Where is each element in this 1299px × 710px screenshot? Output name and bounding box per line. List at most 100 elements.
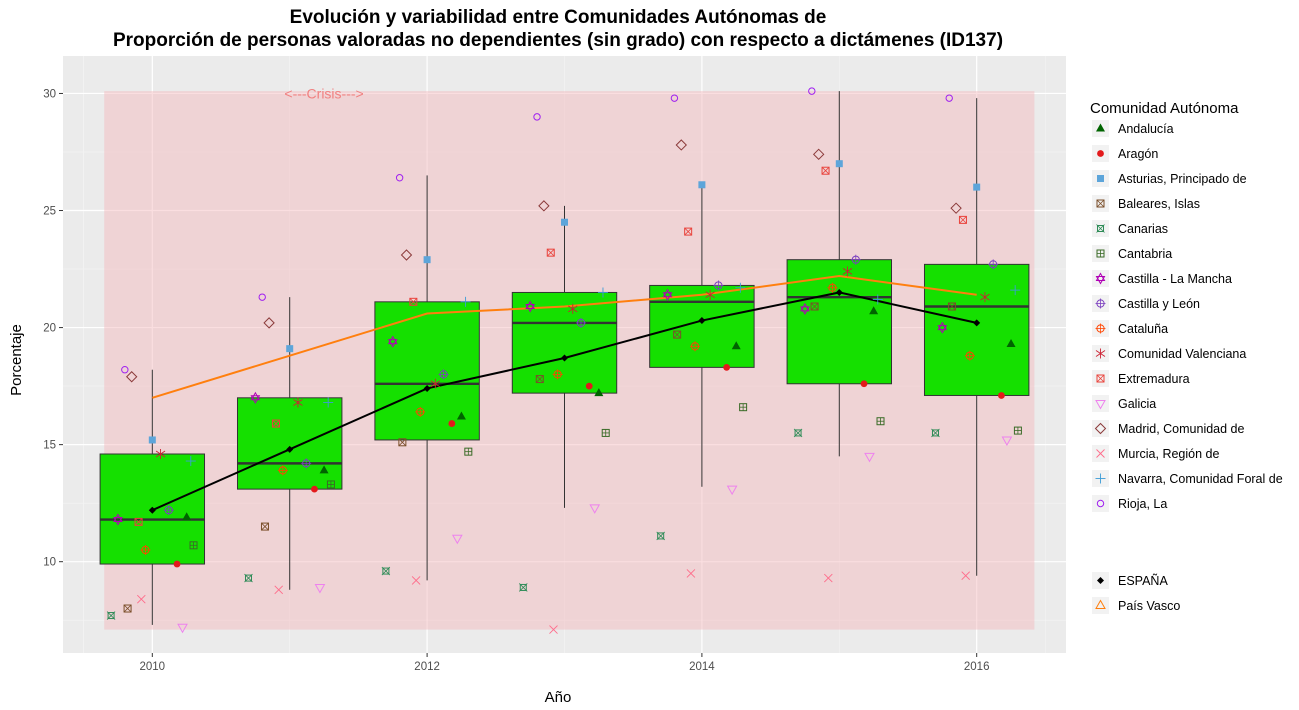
legend-label: Rioja, La — [1118, 497, 1167, 511]
box-rect — [786, 259, 893, 385]
point-arag-n — [998, 392, 1005, 399]
point-castilla-y-le-n — [575, 317, 586, 328]
point-madrid-comunidad-de — [400, 249, 413, 261]
point-extremadura — [134, 517, 143, 526]
legend-key — [1092, 420, 1109, 437]
x-tick-label: 2010 — [140, 661, 166, 673]
x-tick-label: 2014 — [689, 661, 715, 673]
point-comunidad-valenciana — [705, 289, 715, 300]
point-cantabria — [1013, 426, 1022, 435]
point-cantabria — [876, 417, 885, 426]
point-murcia-regi-n-de — [686, 569, 696, 578]
point-canarias — [244, 573, 253, 583]
point-andaluc-a — [319, 465, 329, 474]
point-arag-n — [860, 380, 868, 388]
point-espana — [561, 354, 568, 362]
point-baleares-islas — [673, 330, 682, 339]
point-espana — [423, 384, 431, 392]
point-andaluc-a — [182, 512, 192, 521]
chart-title-line1: Evolución y variabilidad entre Comunidad… — [290, 7, 827, 28]
point-catalu-a — [690, 341, 701, 352]
point-catalu-a — [827, 282, 838, 293]
point-extremadura — [409, 297, 418, 306]
point-comunidad-valenciana — [567, 303, 578, 314]
point-rioja-la — [670, 94, 679, 102]
point-arag-n — [723, 363, 731, 371]
legend-symbol — [1097, 577, 1104, 584]
point-andaluc-a — [594, 388, 604, 397]
point-canarias — [106, 611, 116, 620]
point-navarra-comunidad-foral-de — [460, 296, 471, 307]
legend-item: Andalucía — [1092, 120, 1174, 137]
point-castilla-la-mancha — [113, 513, 123, 526]
point-navarra-comunidad-foral-de — [323, 397, 334, 408]
legend-symbol — [1096, 123, 1105, 132]
chart-title-line2: Proporción de personas valoradas no depe… — [113, 30, 1003, 51]
point-cantabria — [739, 403, 748, 412]
point-canarias — [656, 531, 665, 541]
legend-symbol — [1097, 150, 1104, 157]
legend-symbol — [1095, 473, 1106, 484]
point-comunidad-valenciana — [293, 397, 303, 408]
point-cantabria — [601, 428, 610, 437]
legend-label: Galicia — [1118, 397, 1156, 411]
legend-label: Castilla - La Mancha — [1118, 272, 1232, 286]
legend-label: Murcia, Región de — [1118, 447, 1219, 461]
point-extremadura — [958, 215, 967, 224]
point-rioja-la — [533, 113, 541, 121]
point-murcia-regi-n-de — [136, 594, 146, 604]
point-rioja-la — [808, 87, 816, 95]
point-espana — [698, 317, 706, 325]
point-castilla-la-mancha — [662, 288, 673, 301]
y-tick-label: 25 — [43, 206, 56, 218]
point-asturias-principado-de — [148, 436, 156, 444]
legend-symbol — [1094, 422, 1107, 435]
legend-label: Extremadura — [1118, 372, 1190, 386]
legend-label: Canarias — [1118, 222, 1168, 236]
legend-symbol — [1096, 449, 1105, 458]
legend-label: Baleares, Islas — [1118, 197, 1200, 211]
legend-label: Castilla y León — [1118, 297, 1200, 311]
legend-item: Cataluña — [1092, 320, 1168, 337]
point-castilla-y-le-n — [438, 369, 449, 380]
legend-item: Baleares, Islas — [1092, 195, 1200, 212]
legend-symbol — [1095, 348, 1106, 359]
point-navarra-comunidad-foral-de — [735, 282, 746, 293]
box-rect — [236, 397, 343, 490]
legend-label: Comunidad Valenciana — [1118, 347, 1246, 361]
point-castilla-la-mancha — [937, 321, 948, 334]
point-cantabria — [464, 447, 473, 456]
legend-symbol — [1096, 249, 1105, 258]
point-canarias — [518, 583, 528, 592]
point-madrid-comunidad-de — [263, 317, 275, 329]
point-navarra-comunidad-foral-de — [185, 456, 196, 467]
legend-key — [1092, 597, 1109, 614]
point-madrid-comunidad-de — [125, 371, 138, 383]
legend-item-line: País Vasco — [1092, 597, 1180, 614]
legend-symbol — [1096, 499, 1105, 508]
axis-layer: 2010 2012 2014 2016 10 15 20 25 30 — [43, 88, 989, 673]
point-arag-n — [448, 420, 456, 427]
point-canarias — [793, 428, 803, 438]
legend-label: País Vasco — [1118, 599, 1180, 613]
point-castilla-y-le-n — [988, 259, 999, 270]
legend-item: Rioja, La — [1092, 495, 1167, 512]
legend-key — [1092, 495, 1109, 512]
legend-symbol — [1095, 400, 1106, 410]
point-madrid-comunidad-de — [538, 200, 550, 212]
point-canarias — [931, 428, 940, 438]
box-layer — [99, 91, 1030, 625]
point-espana — [835, 288, 843, 296]
point-asturias-principado-de — [698, 181, 706, 189]
legend-item: Cantabria — [1092, 245, 1172, 262]
point-layer — [106, 87, 1022, 634]
point-galicia — [1001, 436, 1013, 446]
point-rioja-la — [945, 94, 953, 102]
pais-vasco-line — [152, 275, 977, 399]
legend-label: Navarra, Comunidad Foral de — [1118, 472, 1283, 486]
point-navarra-comunidad-foral-de — [872, 294, 883, 305]
point-comunidad-valenciana — [842, 266, 853, 277]
point-extremadura — [684, 227, 693, 236]
y-tick-label: 20 — [43, 323, 56, 335]
